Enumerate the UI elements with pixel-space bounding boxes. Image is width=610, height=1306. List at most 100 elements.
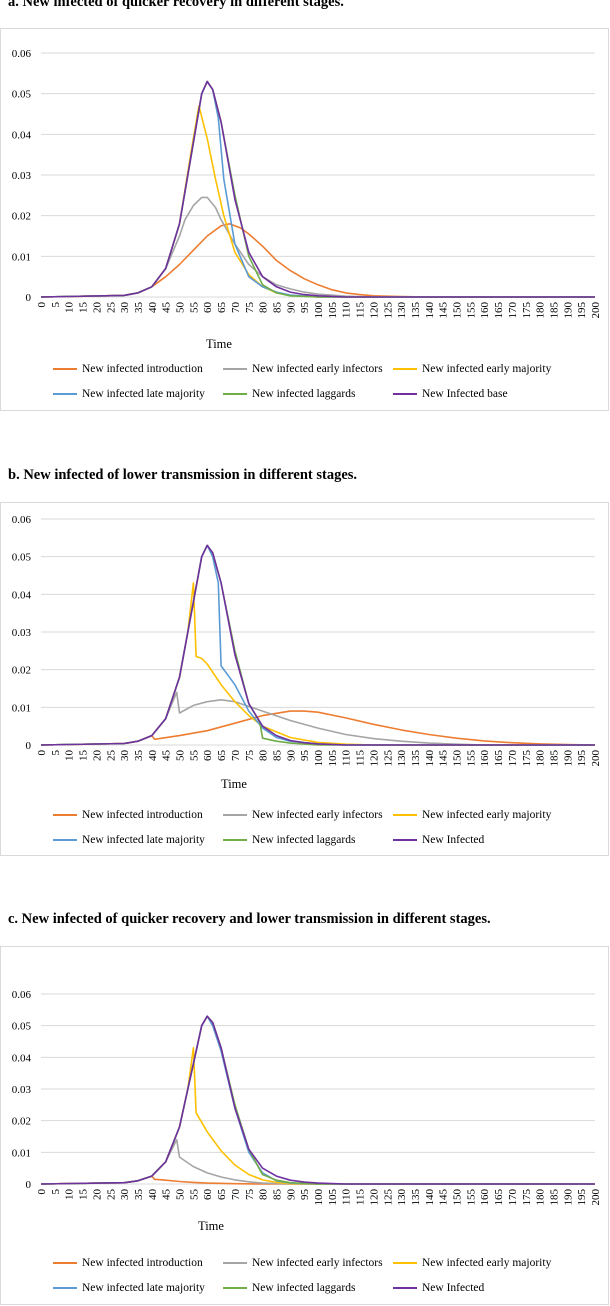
y-tick-label: 0.04 (12, 1052, 32, 1064)
legend-label: New infected late majority (82, 1282, 205, 1294)
x-tick-label: 5 (50, 302, 62, 308)
legend-item-early-majority: New infected early majority (393, 809, 551, 821)
x-tick-label: 135 (410, 1189, 422, 1206)
x-tick-label: 65 (216, 302, 228, 314)
x-tick-label: 80 (258, 302, 270, 314)
x-tick-label: 155 (465, 750, 477, 767)
x-tick-label: 165 (493, 750, 505, 767)
x-tick-label: 0 (36, 750, 48, 756)
x-tick-label: 120 (368, 302, 380, 319)
x-tick-label: 40 (147, 750, 159, 762)
y-tick-label: 0.02 (12, 1116, 31, 1128)
x-tick-label: 80 (258, 1189, 270, 1201)
x-tick-label: 140 (424, 750, 436, 767)
x-tick-label: 175 (521, 1189, 533, 1206)
legend-item-introduction: New infected introduction (53, 809, 203, 821)
y-tick-label: 0 (26, 740, 32, 752)
x-tick-label: 185 (548, 302, 560, 319)
x-tick-label: 130 (396, 302, 408, 319)
x-tick-label: 120 (368, 1189, 380, 1206)
legend-label: New infected early infectors (252, 363, 383, 375)
legend-swatch (393, 1262, 417, 1264)
x-tick-label: 185 (548, 1189, 560, 1206)
x-tick-label: 145 (438, 1189, 450, 1206)
legend-item-laggards: New infected laggards (223, 388, 355, 400)
chart-panel-c: 0 0.01 0.02 0.03 0.04 0.05 0.06 0 5 10 15 20 25 30 35 4… (0, 946, 609, 1305)
x-tick-label: 45 (161, 1189, 173, 1201)
x-tick-label: 185 (548, 750, 560, 767)
x-tick-label: 60 (202, 750, 214, 762)
legend-item-late-majority: New infected late majority (53, 834, 205, 846)
legend-item-late-majority: New infected late majority (53, 388, 205, 400)
legend-item-early-majority: New infected early majority (393, 363, 551, 375)
y-tick-label: 0.04 (12, 589, 32, 601)
chart-title-c: c. New infected of quicker recovery and … (8, 911, 491, 927)
x-tick-label: 130 (396, 1189, 408, 1206)
legend-swatch (223, 839, 247, 841)
x-tick-label: 200 (590, 750, 602, 767)
x-tick-label: 150 (452, 302, 464, 319)
legend-swatch (393, 814, 417, 816)
x-tick-label: 45 (161, 750, 173, 762)
x-tick-label: 110 (341, 750, 353, 767)
x-tick-label: 160 (479, 302, 491, 319)
y-tick-label: 0.04 (12, 129, 32, 141)
legend-label: New infected introduction (82, 363, 203, 375)
x-tick-label: 130 (396, 750, 408, 767)
series-line-introduction (40, 710, 596, 746)
legend-label: New infected early majority (422, 1257, 552, 1269)
x-tick-label: 165 (493, 1189, 505, 1206)
x-tick-label: 190 (562, 1189, 574, 1206)
legend-item-late-majority: New infected late majority (53, 1282, 205, 1294)
series-line-early-majority (40, 1047, 595, 1185)
legend-swatch (223, 393, 247, 395)
x-tick-label: 140 (424, 302, 436, 319)
x-tick-label: 0 (36, 302, 48, 308)
x-tick-label: 5 (50, 1189, 62, 1195)
legend-swatch (53, 393, 77, 395)
y-tick-label: 0.03 (12, 627, 32, 639)
legend-swatch (223, 1262, 247, 1264)
legend-item-early-infectors: New infected early infectors (223, 363, 383, 375)
legend-item-base: New Infected base (393, 388, 508, 400)
x-tick-label: 75 (244, 302, 256, 314)
x-tick-label: 30 (119, 1189, 131, 1201)
x-tick-label: 10 (64, 1189, 76, 1201)
x-tick-label: 110 (341, 1189, 353, 1206)
legend-label: New infected introduction (82, 1257, 203, 1269)
x-tick-label: 165 (493, 302, 505, 319)
x-tick-label: 35 (133, 750, 145, 762)
x-tick-label: 55 (188, 1189, 200, 1201)
legend-swatch (223, 814, 247, 816)
y-tick-label: 0.03 (12, 170, 32, 182)
x-tick-label: 175 (521, 750, 533, 767)
series-line-base (40, 544, 595, 746)
x-tick-label: 150 (452, 750, 464, 767)
x-tick-label: 195 (576, 750, 588, 767)
x-tick-label: 175 (521, 302, 533, 319)
x-tick-label: 20 (91, 1189, 103, 1201)
x-tick-label: 105 (327, 750, 339, 767)
x-tick-label: 15 (78, 1189, 90, 1201)
chart-svg-a: 00.010.020.030.040.050.060 5 10 15 20 25 30 35 4… (12, 48, 602, 319)
x-tick-label: 90 (285, 1189, 297, 1201)
x-tick-label: 100 (313, 750, 325, 767)
series-line-laggards (40, 544, 595, 746)
series-line-laggards (40, 1015, 595, 1185)
x-tick-label: 10 (64, 750, 76, 762)
x-tick-label: 70 (230, 302, 242, 314)
x-tick-label: 100 (313, 1189, 325, 1206)
y-tick-label: 0.01 (12, 1147, 31, 1159)
x-tick-label: 195 (576, 302, 588, 319)
legend-item-early-infectors: New infected early infectors (223, 1257, 383, 1269)
legend-label: New infected laggards (252, 1282, 356, 1294)
legend-swatch (53, 814, 77, 816)
series-line-base (40, 1015, 595, 1185)
x-tick-label: 115 (355, 1189, 367, 1206)
x-tick-label: 120 (368, 750, 380, 767)
x-tick-label: 65 (216, 750, 228, 762)
chart-panel-a: 0 0.01 0.02 0.03 0.04 0.05 0.06 0 5 10 15 20 25 30 35 4… (0, 28, 609, 411)
chart-title-a: a. New infected of quicker recovery in d… (8, 0, 344, 10)
legend-label: New infected laggards (252, 388, 356, 400)
x-tick-label: 5 (50, 750, 62, 756)
